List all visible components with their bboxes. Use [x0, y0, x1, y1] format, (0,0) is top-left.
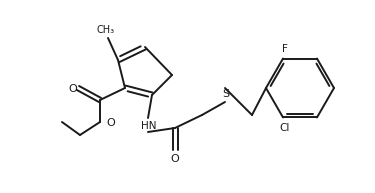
Text: Cl: Cl: [280, 124, 290, 133]
Text: CH₃: CH₃: [97, 25, 115, 35]
Text: S: S: [222, 89, 230, 99]
Text: HN: HN: [141, 121, 157, 131]
Text: F: F: [282, 44, 288, 53]
Text: O: O: [106, 118, 115, 128]
Text: O: O: [69, 84, 77, 94]
Text: O: O: [171, 154, 179, 164]
